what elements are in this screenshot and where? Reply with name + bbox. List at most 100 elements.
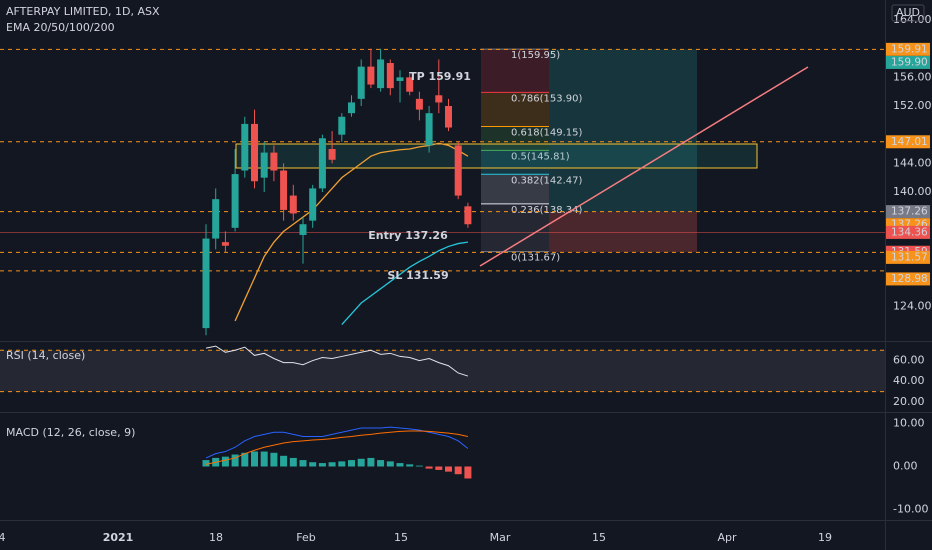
- fib-label: 0.5(145.81): [511, 151, 570, 162]
- x-tick-label: Mar: [490, 531, 511, 544]
- fib-label: 0(131.67): [511, 253, 560, 264]
- price-tag-label: 128.98: [891, 273, 928, 285]
- candle-body: [280, 170, 288, 210]
- profit-zone: [549, 49, 697, 212]
- macd-tick-label: 10.00: [893, 417, 925, 430]
- rsi-title: RSI (14, close): [6, 349, 85, 362]
- candle-body: [406, 77, 414, 92]
- macd-tick-label: 0.00: [893, 460, 918, 473]
- candle-body: [357, 66, 365, 99]
- y-tick-label: 152.00: [893, 99, 932, 112]
- x-tick-label: Feb: [296, 531, 315, 544]
- candle-body: [260, 152, 268, 178]
- annotation: SL 131.59: [387, 269, 448, 282]
- price-tag-label: 131.57: [891, 251, 928, 263]
- macd-title: MACD (12, 26, close, 9): [6, 426, 135, 439]
- candle-body: [415, 98, 423, 110]
- candle-body: [435, 95, 443, 103]
- x-tick-label: 2021: [103, 531, 134, 544]
- candle-body: [299, 224, 307, 235]
- macd-bar: [289, 457, 297, 467]
- candle-body: [328, 149, 336, 160]
- macd-bar: [348, 460, 355, 467]
- candle-body: [338, 116, 346, 135]
- candle-body: [454, 145, 462, 196]
- rsi-tick-label: 40.00: [893, 374, 925, 387]
- x-tick-label: 4: [0, 531, 6, 544]
- fib-label: 0.618(149.15): [511, 127, 583, 138]
- price-tag-label: 137.26: [891, 206, 928, 218]
- macd-bar: [309, 462, 317, 467]
- price-tag: [886, 55, 930, 69]
- ema-line: [341, 241, 468, 325]
- y-tick-label: 140.00: [893, 185, 932, 198]
- annotation: TP 159.91: [409, 70, 471, 83]
- macd-tick-label: -10.00: [893, 502, 928, 515]
- price-tag: [886, 225, 930, 239]
- candle-body: [396, 77, 404, 81]
- price-tag: [886, 250, 930, 264]
- price-tag-label: 147.01: [891, 136, 928, 148]
- candle-body: [309, 188, 317, 221]
- fib-label: 0.236(138.34): [511, 205, 583, 216]
- macd-bar: [406, 464, 414, 467]
- currency[interactable]: AUD: [896, 6, 920, 19]
- macd-bar: [435, 466, 443, 470]
- fib-label: 0.382(142.47): [511, 175, 583, 186]
- price-tag: [886, 135, 930, 149]
- macd-bar: [357, 458, 365, 467]
- macd-bar: [396, 463, 404, 467]
- macd-bar: [270, 452, 278, 467]
- price-tag: [886, 205, 930, 219]
- macd-bar: [415, 465, 423, 467]
- fib-band: [481, 174, 549, 204]
- rsi-band: [0, 350, 885, 392]
- macd-bar: [251, 451, 258, 467]
- rsi-line: [205, 345, 469, 377]
- macd-bar: [445, 466, 452, 472]
- macd-bar: [231, 454, 239, 467]
- candle-body: [251, 123, 258, 182]
- candle-body: [289, 195, 297, 214]
- y-tick-label: 164.00: [893, 13, 932, 26]
- candle-body: [318, 138, 326, 189]
- macd-bar: [221, 456, 229, 467]
- candle-body: [464, 206, 472, 225]
- candle-body: [425, 113, 433, 146]
- candle-body: [241, 123, 249, 171]
- price-tag-label: 159.91: [891, 43, 928, 55]
- y-tick-label: 124.00: [893, 300, 932, 313]
- macd-bar: [425, 466, 433, 469]
- macd-bar: [464, 466, 472, 479]
- macd-bar: [241, 452, 249, 467]
- support-zone: [235, 143, 758, 169]
- price-tag-label: 134.36: [891, 226, 928, 238]
- rsi-tick-label: 60.00: [893, 354, 925, 367]
- trend-line: [479, 66, 809, 267]
- price-tag: [886, 272, 930, 286]
- loss-zone: [549, 211, 697, 253]
- macd-bar: [202, 460, 210, 467]
- macd-bar: [260, 451, 268, 467]
- fib-label: 0.786(153.90): [511, 93, 583, 104]
- x-tick-label: 19: [818, 531, 832, 544]
- x-tick-label: 15: [592, 531, 606, 544]
- macd-bar: [377, 460, 385, 467]
- fib-band: [481, 49, 549, 93]
- candle-body: [445, 106, 452, 128]
- x-tick-label: Apr: [717, 531, 737, 544]
- macd-bar: [367, 457, 375, 467]
- price-tag-label: 159.90: [891, 56, 928, 68]
- macd-bar: [454, 466, 462, 475]
- y-tick-label: 156.00: [893, 70, 932, 83]
- annotation: Entry 137.26: [368, 229, 448, 242]
- candle-body: [202, 238, 210, 329]
- macd-bar: [299, 460, 307, 467]
- indicator-label: EMA 20/50/100/200: [6, 21, 115, 34]
- candle-body: [348, 102, 355, 114]
- candle-body: [367, 66, 375, 85]
- candle-body: [377, 59, 385, 89]
- currency-box[interactable]: [891, 4, 925, 22]
